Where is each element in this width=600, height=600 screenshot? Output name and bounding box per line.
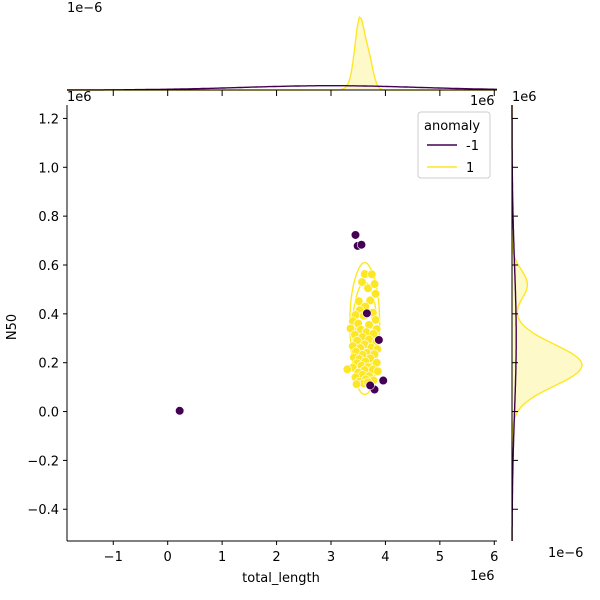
y-tick-label: 1.2	[38, 112, 59, 127]
right-marginal-y-offset: 1e6	[512, 90, 537, 105]
x-axis-offset: 1e6	[470, 569, 495, 584]
x-tick-label: 0	[164, 550, 172, 565]
top-kde-fill-normal	[67, 17, 497, 91]
scatter-point-normal	[354, 296, 364, 306]
scatter-point-anomaly	[362, 308, 372, 318]
y-tick-label: 1.0	[38, 161, 59, 176]
x-tick-label: 2	[272, 550, 280, 565]
legend: anomaly -1 1	[417, 111, 491, 179]
scatter-point-normal	[369, 279, 380, 289]
scatter-point-anomaly	[175, 406, 185, 416]
y-tick-label: 0.0	[38, 406, 59, 421]
x-tick-label: −1	[104, 550, 123, 565]
scatter-point-normal	[371, 315, 381, 325]
scatter-point-normal	[365, 295, 375, 306]
legend-label-anomaly: -1	[466, 139, 479, 154]
scatter-point-anomaly	[356, 240, 367, 250]
scatter-point-normal	[342, 364, 352, 374]
x-tick-label: 4	[381, 550, 389, 565]
x-tick-label: 1	[218, 550, 226, 565]
y-tick-label: −0.4	[27, 503, 59, 518]
y-tick-label: 0.6	[38, 259, 59, 274]
y-tick-label: −0.2	[27, 454, 59, 469]
scatter-point-anomaly	[374, 335, 384, 345]
top-marginal-offset: 1e−6	[67, 1, 102, 16]
scatter-point-normal	[351, 379, 362, 389]
x-tick-label: 6	[490, 550, 498, 565]
y-tick-label: 0.2	[38, 357, 59, 372]
right-kde-fill-normal	[512, 105, 582, 541]
y-axis-label: N50	[5, 314, 20, 340]
scatter-point-normal	[373, 366, 383, 376]
scatter-point-normal	[367, 269, 377, 279]
right-marginal-offset: 1e−6	[548, 546, 583, 561]
y-tick-label: 0.8	[38, 210, 59, 225]
x-axis-label: total_length	[242, 571, 320, 586]
y-tick-label: 0.4	[38, 308, 59, 323]
main-plot: −1 0 1 2 3 4 5 6 −0.4 −0.2 0.0 0.2 0.4 0.6 0.8 1.0 1.2 1…	[5, 90, 537, 586]
scatter-point-anomaly	[365, 380, 375, 391]
right-kde-line-normal	[511, 105, 583, 541]
scatter-point-anomaly	[378, 375, 388, 386]
top-marginal-x-offset: 1e6	[470, 94, 495, 109]
x-tick-label: 5	[436, 550, 444, 565]
x-tick-label: 3	[327, 550, 335, 565]
legend-label-normal: 1	[466, 161, 474, 176]
right-marginal: 1e−6	[511, 105, 583, 561]
scatter-point-anomaly	[350, 230, 361, 240]
scatter-point-normal	[371, 289, 381, 299]
top-kde-line-normal	[67, 15, 497, 91]
top-marginal: 1e−6	[67, 1, 497, 91]
scatter-point-normal	[357, 277, 367, 287]
y-axis-offset: 1e6	[67, 90, 92, 105]
scatter-point-normal	[363, 283, 373, 293]
legend-title: anomaly	[424, 119, 480, 134]
